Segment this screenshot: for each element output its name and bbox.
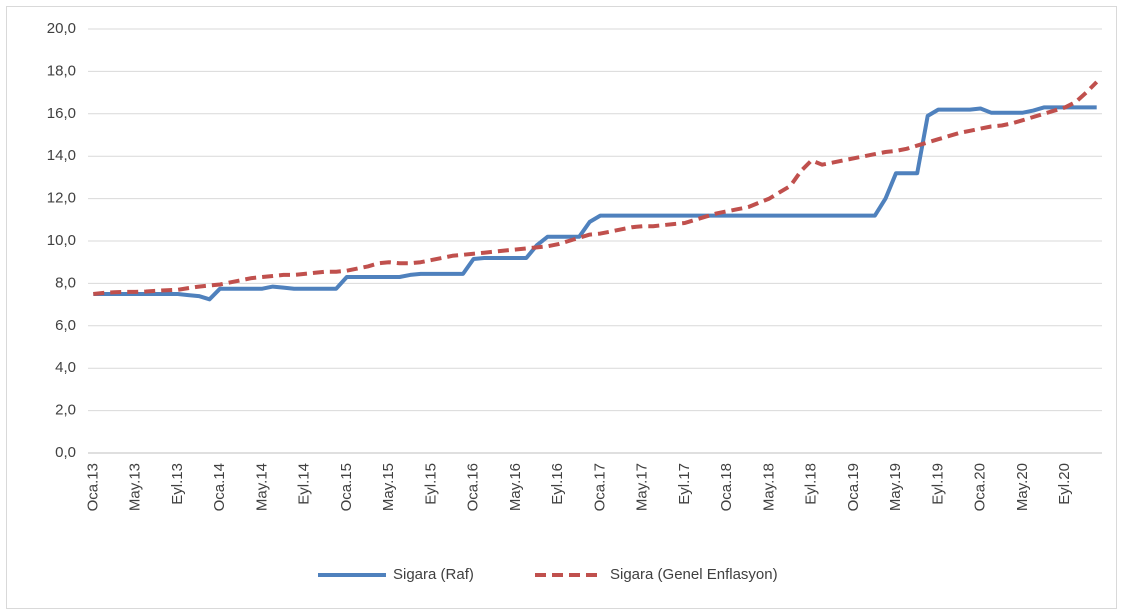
y-tick-label: 10,0 bbox=[47, 232, 76, 249]
x-tick-label: Oca.17 bbox=[591, 463, 608, 511]
legend-label: Sigara (Genel Enflasyon) bbox=[610, 566, 778, 583]
chart-frame bbox=[6, 6, 1117, 609]
x-tick-label: May.14 bbox=[253, 463, 270, 511]
x-tick-label: Oca.20 bbox=[972, 463, 989, 511]
y-tick-label: 16,0 bbox=[47, 105, 76, 122]
x-tick-label: Oca.18 bbox=[718, 463, 735, 511]
x-tick-label: Oca.15 bbox=[338, 463, 355, 511]
y-tick-label: 8,0 bbox=[55, 274, 76, 291]
x-tick-label: Eyl.16 bbox=[549, 463, 566, 505]
x-tick-label: Oca.16 bbox=[465, 463, 482, 511]
y-tick-label: 14,0 bbox=[47, 147, 76, 164]
y-tick-label: 20,0 bbox=[47, 20, 76, 37]
x-tick-label: Eyl.13 bbox=[169, 463, 186, 505]
x-tick-label: Eyl.18 bbox=[803, 463, 820, 505]
x-tick-label: Oca.14 bbox=[211, 463, 228, 511]
series-line bbox=[93, 105, 1097, 302]
y-tick-label: 2,0 bbox=[55, 402, 76, 419]
x-tick-label: Eyl.19 bbox=[929, 463, 946, 505]
x-tick-label: May.16 bbox=[507, 463, 524, 511]
y-tick-label: 18,0 bbox=[47, 62, 76, 79]
legend-label: Sigara (Raf) bbox=[393, 566, 474, 583]
x-tick-label: Eyl.14 bbox=[296, 463, 313, 505]
x-tick-label: May.15 bbox=[380, 463, 397, 511]
y-tick-label: 6,0 bbox=[55, 317, 76, 334]
x-tick-label: May.19 bbox=[887, 463, 904, 511]
x-tick-label: Oca.13 bbox=[84, 463, 101, 511]
x-tick-label: Eyl.17 bbox=[676, 463, 693, 505]
x-tick-label: Eyl.15 bbox=[422, 463, 439, 505]
x-tick-label: Oca.19 bbox=[845, 463, 862, 511]
x-tick-label: May.17 bbox=[634, 463, 651, 511]
x-tick-label: May.13 bbox=[127, 463, 144, 511]
y-tick-label: 4,0 bbox=[55, 359, 76, 376]
y-tick-label: 12,0 bbox=[47, 190, 76, 207]
x-tick-label: Eyl.20 bbox=[1056, 463, 1073, 505]
x-tick-label: May.18 bbox=[760, 463, 777, 511]
y-tick-label: 0,0 bbox=[55, 444, 76, 461]
x-tick-label: May.20 bbox=[1014, 463, 1031, 511]
